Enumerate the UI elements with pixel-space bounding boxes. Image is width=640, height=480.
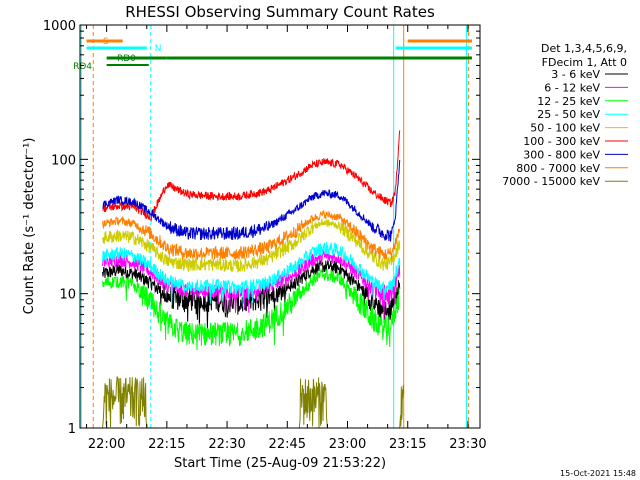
series-line-2 <box>102 250 401 324</box>
data-layer <box>80 25 470 429</box>
legend-entry-label: 25 - 50 keV <box>537 108 600 121</box>
x-tick-label: 22:30 <box>208 437 245 452</box>
x-tick-label: 23:00 <box>329 437 366 452</box>
y-axis-label: Count Rate (s⁻¹ detector⁻¹) <box>22 138 37 315</box>
y-tick-label: 1 <box>68 422 76 437</box>
legend-entry-label: 12 - 25 keV <box>537 95 600 108</box>
legend: Det 1,3,4,5,6,9,FDecim 1, Att 03 - 6 keV… <box>502 42 628 188</box>
plot-frame <box>79 24 481 429</box>
series-line-7 <box>102 159 401 242</box>
legend-entry-label: 800 - 7000 keV <box>516 162 600 175</box>
series-line-4 <box>102 241 401 307</box>
generation-timestamp: 15-Oct-2021 15:48 <box>560 469 636 478</box>
legend-entry-label: 3 - 6 keV <box>551 68 600 81</box>
series-line-5 <box>102 218 401 273</box>
legend-entry-label: 50 - 100 keV <box>530 122 600 135</box>
flag-layer: S N RD0 RD4 <box>73 37 472 72</box>
series-line-3 <box>102 268 401 351</box>
legend-entry-label: 6 - 12 keV <box>544 81 600 94</box>
legend-header-line: Det 1,3,4,5,6,9, <box>541 42 627 55</box>
x-tick-label: 23:30 <box>449 437 486 452</box>
flag-label-rd4: RD4 <box>73 62 92 72</box>
axis-layer: 22:00 22:15 22:30 22:45 23:00 23:15 23:30 1 10 10… <box>43 19 487 452</box>
x-tick-label: 22:45 <box>269 437 306 452</box>
x-axis-label: Start Time (25-Aug-09 21:53:22) <box>174 456 386 471</box>
x-tick-label: 22:00 <box>88 437 125 452</box>
y-tick-label: 10 <box>59 288 76 303</box>
chart-title: RHESSI Observing Summary Count Rates <box>125 3 435 21</box>
y-tick-label: 1000 <box>43 19 76 34</box>
flag-label-rd0: RD0 <box>117 54 136 64</box>
legend-entry-label: 100 - 300 keV <box>523 135 600 148</box>
flag-label-n: N <box>155 44 162 54</box>
legend-entry-label: 7000 - 15000 keV <box>502 175 600 188</box>
x-tick-label: 23:15 <box>389 437 426 452</box>
y-tick-label: 100 <box>51 153 76 168</box>
series-line-6 <box>102 130 401 222</box>
legend-entry-label: 300 - 800 keV <box>523 148 600 161</box>
legend-header-line: FDecim 1, Att 0 <box>542 56 627 69</box>
flag-label-s: S <box>103 37 109 47</box>
x-tick-label: 22:15 <box>148 437 185 452</box>
series-line-8 <box>102 209 401 261</box>
